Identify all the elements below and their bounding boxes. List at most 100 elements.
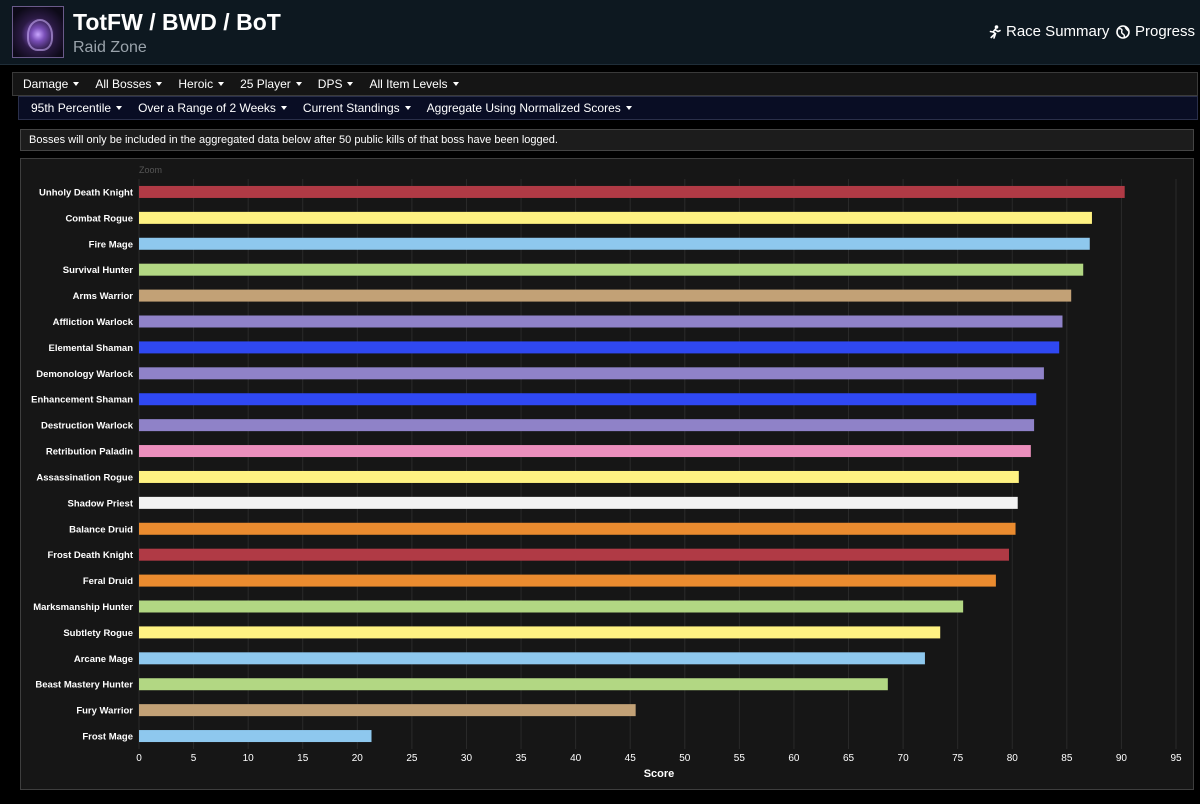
- bar[interactable]: [139, 730, 372, 743]
- bar[interactable]: [139, 367, 1044, 380]
- progress-label: Progress: [1135, 23, 1196, 40]
- category-label: Arms Warrior: [73, 291, 134, 302]
- category-label: Assassination Rogue: [36, 472, 133, 483]
- bar[interactable]: [139, 574, 996, 587]
- filter-range-dropdown[interactable]: Over a Range of 2 Weeks: [130, 101, 295, 115]
- bar[interactable]: [139, 315, 1063, 328]
- filter-bar-secondary: 95th Percentile Over a Range of 2 Weeks …: [18, 96, 1198, 120]
- x-tick-label: 35: [515, 753, 527, 764]
- bar[interactable]: [139, 600, 964, 613]
- category-label: Marksmanship Hunter: [33, 602, 133, 613]
- category-label: Retribution Paladin: [46, 447, 133, 458]
- x-tick-label: 75: [952, 753, 964, 764]
- x-tick-label: 40: [570, 753, 582, 764]
- filter-boss-dropdown[interactable]: All Bosses: [87, 77, 170, 91]
- filter-difficulty-dropdown[interactable]: Heroic: [170, 77, 232, 91]
- category-label: Arcane Mage: [74, 654, 133, 665]
- bar[interactable]: [139, 237, 1090, 250]
- category-label: Fire Mage: [89, 239, 133, 250]
- category-label: Unholy Death Knight: [39, 187, 134, 198]
- category-label: Subtlety Rogue: [63, 628, 133, 639]
- x-tick-label: 20: [352, 753, 364, 764]
- bar[interactable]: [139, 652, 925, 665]
- x-tick-label: 25: [406, 753, 418, 764]
- page-header: TotFW / BWD / BoT Raid Zone Race Summary…: [0, 0, 1200, 65]
- caret-down-icon: [73, 82, 80, 86]
- bar[interactable]: [139, 341, 1060, 354]
- caret-down-icon: [295, 82, 302, 86]
- caret-down-icon: [280, 106, 287, 110]
- x-tick-label: 50: [679, 753, 691, 764]
- filter-metric-dropdown[interactable]: Damage: [15, 77, 87, 91]
- caret-down-icon: [625, 106, 632, 110]
- category-label: Affliction Warlock: [53, 317, 134, 328]
- bar[interactable]: [139, 445, 1031, 458]
- race-summary-label: Race Summary: [1006, 23, 1110, 40]
- category-label: Balance Druid: [69, 524, 133, 535]
- bar[interactable]: [139, 626, 941, 639]
- zone-icon: [12, 6, 64, 58]
- bar[interactable]: [139, 263, 1084, 276]
- page-title: TotFW / BWD / BoT: [73, 9, 281, 35]
- caret-down-icon: [404, 106, 411, 110]
- chart-panel: Unholy Death Knight Combat Rogue Fire Mage…: [20, 158, 1194, 790]
- x-tick-labels: 0 5 10 15 20 25 30 35 40 45 50 55 60 65 70 75 80 85 90 95: [136, 753, 1182, 764]
- category-labels: Unholy Death Knight Combat Rogue Fire Mage…: [31, 187, 134, 742]
- filter-percentile-dropdown[interactable]: 95th Percentile: [23, 101, 130, 115]
- bar[interactable]: [139, 289, 1072, 302]
- category-label: Feral Druid: [83, 576, 133, 587]
- zoom-label[interactable]: Zoom: [139, 165, 162, 175]
- filter-item-level-dropdown[interactable]: All Item Levels: [361, 77, 466, 91]
- caret-down-icon: [116, 106, 123, 110]
- bar[interactable]: [139, 470, 1019, 483]
- bars: [139, 185, 1125, 743]
- x-tick-label: 5: [191, 753, 197, 764]
- globe-icon: [1116, 24, 1130, 39]
- category-label: Combat Rogue: [65, 213, 133, 224]
- filter-standings-dropdown[interactable]: Current Standings: [295, 101, 419, 115]
- bar[interactable]: [139, 185, 1125, 198]
- progress-link[interactable]: Progress: [1116, 23, 1195, 40]
- score-bar-chart: Unholy Death Knight Combat Rogue Fire Mage…: [31, 165, 1182, 780]
- category-label: Frost Death Knight: [48, 550, 134, 561]
- bar[interactable]: [139, 522, 1016, 535]
- x-tick-label: 70: [898, 753, 910, 764]
- category-label: Frost Mage: [82, 732, 133, 743]
- x-tick-label: 0: [136, 753, 142, 764]
- category-label: Survival Hunter: [63, 265, 134, 276]
- caret-down-icon: [218, 82, 225, 86]
- x-tick-label: 10: [243, 753, 255, 764]
- x-axis-title: Score: [644, 768, 675, 780]
- x-tick-label: 85: [1061, 753, 1073, 764]
- category-label: Destruction Warlock: [41, 421, 134, 432]
- filter-aggregate-dropdown[interactable]: Aggregate Using Normalized Scores: [419, 101, 640, 115]
- caret-down-icon: [156, 82, 163, 86]
- category-label: Shadow Priest: [68, 498, 134, 509]
- caret-down-icon: [452, 82, 459, 86]
- bar[interactable]: [139, 393, 1037, 406]
- race-summary-link[interactable]: Race Summary: [988, 23, 1109, 40]
- bar[interactable]: [139, 496, 1018, 509]
- running-person-icon: [988, 24, 1001, 39]
- filter-size-dropdown[interactable]: 25 Player: [232, 77, 310, 91]
- category-label: Fury Warrior: [76, 706, 133, 717]
- bar[interactable]: [139, 548, 1009, 561]
- filter-role-dropdown[interactable]: DPS: [310, 77, 362, 91]
- x-tick-label: 65: [843, 753, 855, 764]
- bar[interactable]: [139, 704, 636, 717]
- bar[interactable]: [139, 211, 1092, 224]
- page-subtitle: Raid Zone: [73, 39, 147, 56]
- notice-banner: Bosses will only be included in the aggr…: [20, 129, 1194, 151]
- category-label: Enhancement Shaman: [31, 395, 133, 406]
- x-tick-label: 90: [1116, 753, 1128, 764]
- filter-bar-primary: Damage All Bosses Heroic 25 Player DPS A…: [12, 72, 1198, 96]
- x-tick-label: 60: [788, 753, 800, 764]
- bar[interactable]: [139, 678, 888, 691]
- x-tick-label: 80: [1007, 753, 1019, 764]
- caret-down-icon: [347, 82, 354, 86]
- x-tick-label: 55: [734, 753, 746, 764]
- category-label: Beast Mastery Hunter: [35, 680, 133, 691]
- bar[interactable]: [139, 419, 1035, 432]
- x-tick-label: 30: [461, 753, 473, 764]
- x-tick-label: 15: [297, 753, 309, 764]
